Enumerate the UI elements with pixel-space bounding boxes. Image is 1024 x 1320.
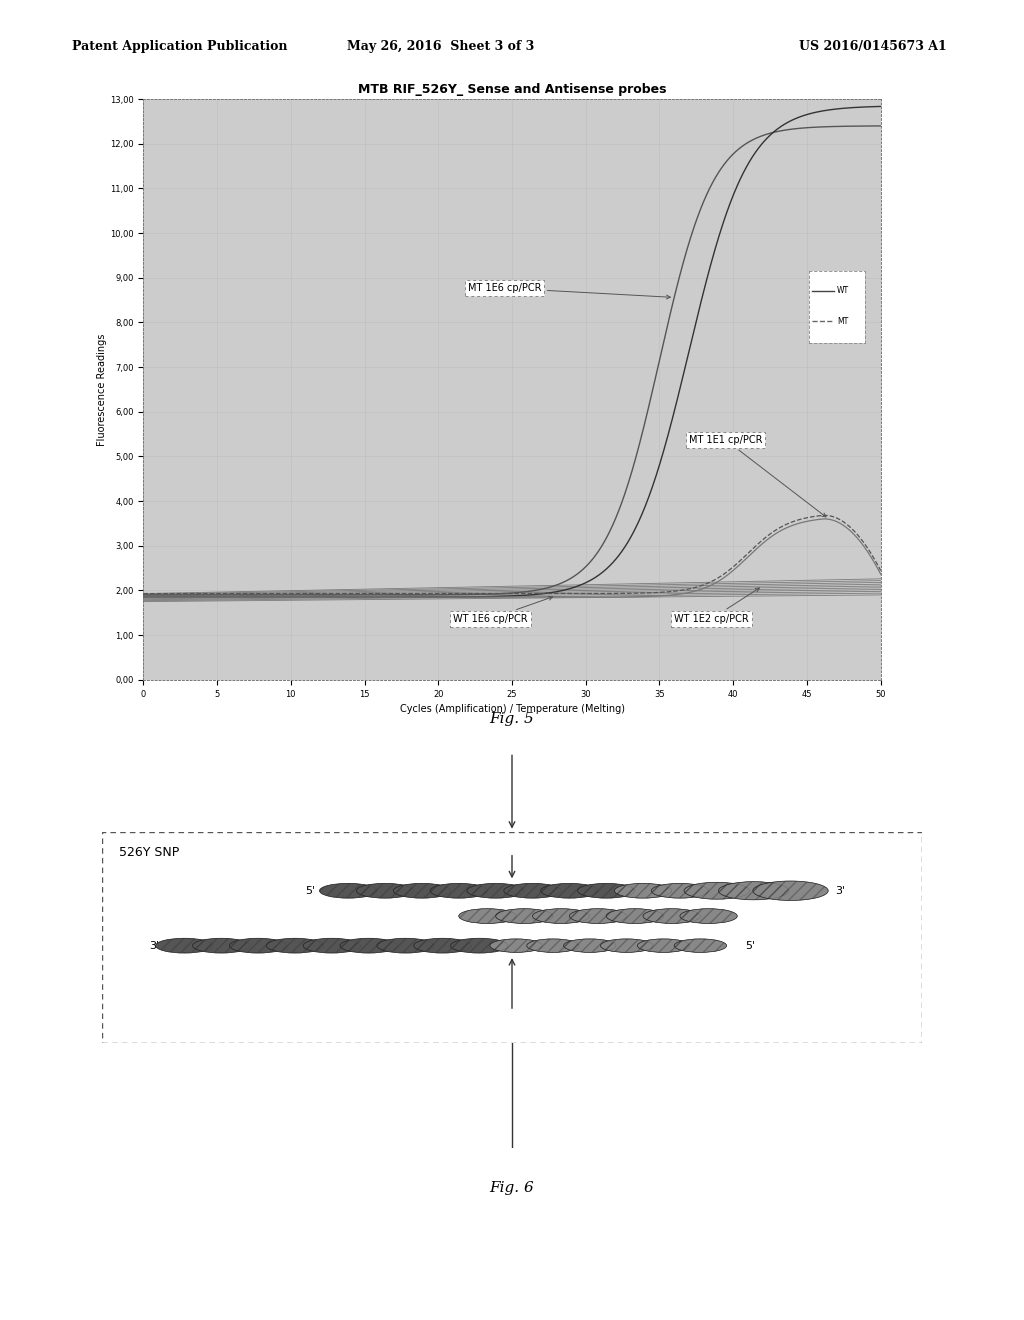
Circle shape <box>526 939 580 953</box>
Circle shape <box>229 939 287 953</box>
Text: 5': 5' <box>305 886 315 896</box>
Circle shape <box>467 883 524 898</box>
Circle shape <box>430 883 487 898</box>
Circle shape <box>193 939 250 953</box>
Text: 526Y SNP: 526Y SNP <box>119 846 179 859</box>
Title: MTB RIF_526Y_ Sense and Antisense probes: MTB RIF_526Y_ Sense and Antisense probes <box>357 83 667 96</box>
Circle shape <box>684 882 750 899</box>
Text: MT 1E6 cp/PCR: MT 1E6 cp/PCR <box>468 282 671 298</box>
Text: 5': 5' <box>745 941 756 950</box>
Circle shape <box>340 939 397 953</box>
Circle shape <box>303 939 360 953</box>
Circle shape <box>319 883 377 898</box>
Text: WT 1E6 cp/PCR: WT 1E6 cp/PCR <box>453 597 553 624</box>
Text: May 26, 2016  Sheet 3 of 3: May 26, 2016 Sheet 3 of 3 <box>347 40 534 53</box>
Circle shape <box>643 908 700 924</box>
Text: WT 1E2 cp/PCR: WT 1E2 cp/PCR <box>674 587 760 624</box>
Circle shape <box>414 939 471 953</box>
Circle shape <box>266 939 324 953</box>
Circle shape <box>489 939 543 953</box>
Circle shape <box>356 883 414 898</box>
Text: MT 1E1 cp/PCR: MT 1E1 cp/PCR <box>689 436 826 517</box>
Circle shape <box>459 908 516 924</box>
Circle shape <box>377 939 434 953</box>
Circle shape <box>393 883 451 898</box>
Circle shape <box>563 939 616 953</box>
Y-axis label: Fluorescence Readings: Fluorescence Readings <box>97 333 108 446</box>
Text: WT: WT <box>838 286 849 296</box>
X-axis label: Cycles (Amplification) / Temperature (Melting): Cycles (Amplification) / Temperature (Me… <box>399 704 625 714</box>
Circle shape <box>719 882 788 900</box>
Circle shape <box>637 939 690 953</box>
Circle shape <box>614 883 672 898</box>
Circle shape <box>674 939 727 953</box>
Text: 3': 3' <box>836 886 846 896</box>
Text: Fig. 5: Fig. 5 <box>489 713 535 726</box>
Text: Patent Application Publication: Patent Application Publication <box>72 40 287 53</box>
Circle shape <box>606 908 664 924</box>
Circle shape <box>156 939 213 953</box>
Circle shape <box>651 883 709 898</box>
Circle shape <box>451 939 508 953</box>
Text: 3': 3' <box>150 941 160 950</box>
Text: MT: MT <box>838 317 848 326</box>
Circle shape <box>504 883 561 898</box>
Circle shape <box>532 908 590 924</box>
Circle shape <box>541 883 598 898</box>
Circle shape <box>753 880 828 900</box>
Text: US 2016/0145673 A1: US 2016/0145673 A1 <box>799 40 946 53</box>
Circle shape <box>600 939 653 953</box>
Circle shape <box>680 908 737 924</box>
Circle shape <box>496 908 553 924</box>
Circle shape <box>578 883 635 898</box>
Text: Fig. 6: Fig. 6 <box>489 1181 535 1195</box>
Circle shape <box>569 908 627 924</box>
